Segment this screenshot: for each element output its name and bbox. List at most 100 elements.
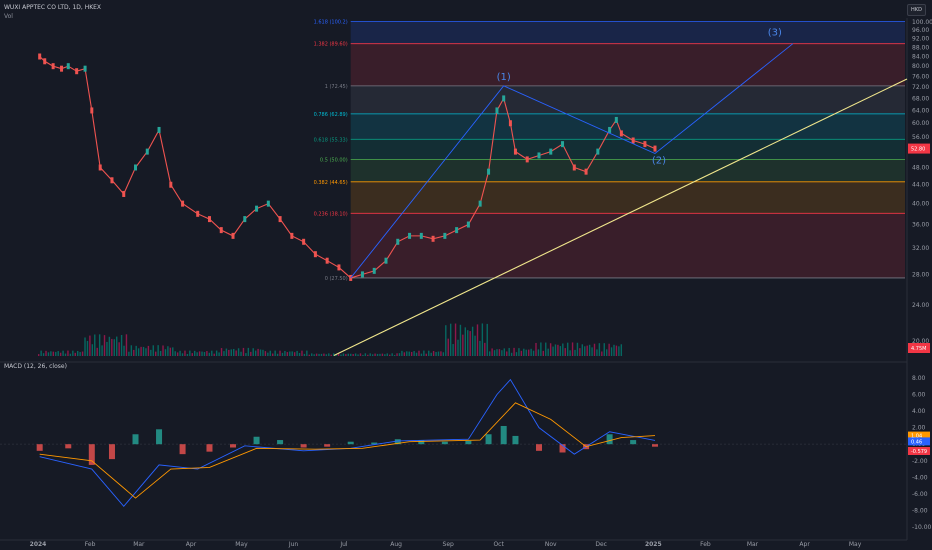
candle xyxy=(495,107,499,114)
candle xyxy=(231,232,235,239)
volume-bar xyxy=(403,352,406,356)
time-tick-label: Feb xyxy=(85,541,96,548)
volume-bar xyxy=(347,353,349,356)
volume-bar xyxy=(281,352,284,356)
price-tick-label: 36.00 xyxy=(912,222,929,229)
volume-bar xyxy=(318,353,320,356)
volume-bar xyxy=(559,346,562,356)
candle xyxy=(219,227,223,234)
time-tick-label: Jul xyxy=(339,541,348,548)
volume-bar xyxy=(608,343,610,356)
volume-bar xyxy=(101,345,103,356)
macd-histogram-bar xyxy=(559,444,566,453)
candle xyxy=(169,181,173,188)
time-tick-label: Dec xyxy=(595,541,607,548)
candle xyxy=(278,216,282,223)
volume-bar xyxy=(320,353,323,356)
volume-bar xyxy=(267,352,269,356)
price-tick-label: 64.00 xyxy=(912,107,929,114)
volume-bar xyxy=(574,349,576,356)
volume-bar xyxy=(157,345,159,356)
candle xyxy=(243,216,247,223)
macd-histogram-bar xyxy=(500,425,507,445)
volume-bar xyxy=(259,349,262,356)
volume-bar xyxy=(284,350,286,356)
volume-bar xyxy=(45,350,47,356)
volume-bar xyxy=(69,353,72,356)
candle xyxy=(513,148,517,155)
candle xyxy=(502,95,506,102)
volume-bar xyxy=(196,352,198,356)
candle xyxy=(313,251,317,258)
volume-bar xyxy=(215,350,218,356)
price-tick-label: 80.00 xyxy=(912,63,929,70)
volume-bar xyxy=(408,351,410,356)
volume-bar xyxy=(225,348,228,356)
wave-label-2: (2) xyxy=(652,156,666,167)
volume-bar xyxy=(352,354,354,356)
volume-bar xyxy=(250,351,252,356)
candle xyxy=(349,274,353,281)
volume-bar xyxy=(452,344,454,356)
candle xyxy=(537,152,541,159)
volume-bar xyxy=(89,335,91,356)
volume-bar xyxy=(464,327,467,356)
volume-bar xyxy=(430,352,432,356)
volume-bar xyxy=(496,349,498,356)
macd-tick-label: 6.00 xyxy=(912,392,926,399)
candle xyxy=(181,200,185,207)
volume-bar xyxy=(432,351,435,356)
macd-label: MACD (12, 26, close) xyxy=(4,363,67,370)
macd-histogram-bar xyxy=(512,435,519,445)
volume-bar xyxy=(459,324,462,356)
wave-label-1: (1) xyxy=(497,72,511,83)
volume-bar xyxy=(462,334,464,356)
macd-histogram-bar xyxy=(36,444,43,451)
volume-bar xyxy=(584,346,586,356)
volume-bar xyxy=(603,343,605,356)
volume-bar xyxy=(474,335,476,356)
volume-bar xyxy=(535,342,537,356)
time-tick-label: Jun xyxy=(288,541,299,548)
volume-bar xyxy=(415,352,418,356)
price-tick-label: 100.00 xyxy=(912,19,932,26)
candle xyxy=(83,65,87,72)
volume-bar xyxy=(484,342,486,356)
volume-bar xyxy=(376,353,379,356)
macd-histogram-bar xyxy=(277,440,284,445)
volume-bar xyxy=(345,354,347,356)
candle xyxy=(631,137,635,144)
volume-bar xyxy=(135,345,137,356)
macd-histogram-bar xyxy=(65,444,72,449)
volume-bar xyxy=(64,353,67,356)
volume-bar xyxy=(296,350,298,356)
price-tick-label: 72.00 xyxy=(912,84,929,91)
fib-level-label: 0.618 (55.33) xyxy=(314,137,348,143)
volume-bar xyxy=(596,349,598,356)
currency-button[interactable]: HKD xyxy=(907,4,926,16)
candle xyxy=(584,168,588,175)
volume-bar xyxy=(554,344,557,356)
macd-pane xyxy=(0,378,907,508)
volume-bar xyxy=(57,351,59,356)
volume-bar xyxy=(508,347,510,356)
fib-band xyxy=(350,139,905,160)
fib-level-label: 0.786 (62.89) xyxy=(314,112,348,118)
candle xyxy=(38,53,42,60)
volume-bar xyxy=(369,353,371,356)
volume-bar xyxy=(40,350,42,356)
volume-bar xyxy=(581,344,584,356)
volume-badge xyxy=(908,343,930,353)
elliott-wave-path xyxy=(350,43,794,279)
time-tick-label: Nov xyxy=(545,541,557,548)
price-tick-label: 24.00 xyxy=(912,302,929,309)
price-tick-label: 48.00 xyxy=(912,164,929,171)
macd-histogram-bar xyxy=(179,444,186,455)
price-tick-label: 96.00 xyxy=(912,27,929,34)
volume-bar xyxy=(174,351,176,356)
volume-bar xyxy=(223,351,225,356)
macd-histogram-bar xyxy=(206,444,213,452)
volume-bar xyxy=(198,351,201,356)
